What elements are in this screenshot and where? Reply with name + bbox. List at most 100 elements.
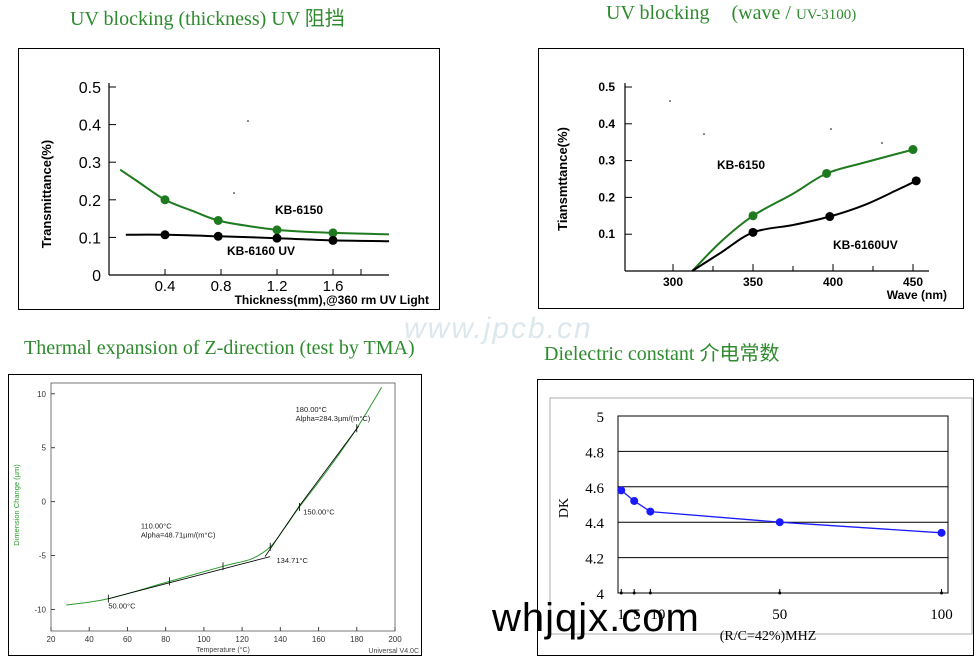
- heading-uv-wave-model: UV-3100): [795, 7, 857, 23]
- y-tick-label: 4.4: [585, 516, 604, 532]
- x-tick-label: 160: [312, 635, 326, 644]
- speck: [703, 133, 705, 135]
- y-tick-label: 0: [92, 268, 101, 285]
- speck: [233, 192, 235, 194]
- data-point: [328, 228, 338, 238]
- x-tick-dot: [648, 591, 652, 595]
- tma-annotation: 180.00°C: [296, 405, 328, 414]
- x-axis-label: Thickness(mm),@360 rm UV Light: [235, 293, 429, 307]
- x-axis-label: (R/C=42%)MHZ: [720, 629, 817, 644]
- plot-area: [617, 415, 949, 594]
- x-tick-label: 450: [903, 275, 923, 289]
- tma-annotation: 150.00°C: [303, 508, 335, 517]
- y-tick-label: 0.3: [598, 154, 615, 168]
- y-tick-label: 4.6: [585, 481, 604, 497]
- heading-uv-wave: UV blocking (wave / UV-3100): [606, 2, 856, 25]
- x-tick-dot: [778, 591, 782, 595]
- x-tick-dot: [940, 591, 944, 595]
- x-tick-label: 5: [633, 607, 641, 623]
- x-tick-label: 60: [123, 635, 132, 644]
- y-tick-label: -10: [34, 605, 46, 614]
- heading-dielectric: Dielectric constant 介电常数: [544, 343, 780, 365]
- speck: [830, 128, 832, 130]
- y-axis-label: Tiansmttance(%): [555, 127, 570, 231]
- tma-annotation: Alpha=48.71µm/(m°C): [141, 531, 216, 540]
- data-point: [617, 486, 626, 495]
- x-tick-label: 0.4: [155, 278, 176, 295]
- x-tick-label: 1: [617, 607, 625, 623]
- data-point: [213, 231, 223, 241]
- x-tick-label: 350: [743, 275, 763, 289]
- speck: [247, 120, 249, 122]
- tma-annotation: 110.00°C: [141, 522, 172, 531]
- data-point: [748, 211, 758, 221]
- y-tick-label: 0.2: [598, 190, 615, 204]
- x-tick-dot: [632, 591, 636, 595]
- data-point: [775, 518, 784, 527]
- heading-uv-wave-sub: (wave /: [731, 2, 796, 24]
- data-point: [272, 225, 282, 235]
- data-point: [937, 528, 946, 537]
- x-tick-dot: [619, 591, 623, 595]
- series-label-kb6160uv: KB-6160UV: [833, 238, 898, 252]
- y-tick-label: 4.2: [585, 552, 604, 568]
- x-tick-label: 100: [197, 635, 211, 644]
- data-point: [213, 215, 223, 225]
- brand-overlay: whjqjx.com: [492, 596, 700, 640]
- x-tick-label: 80: [161, 635, 170, 644]
- heading-uv-thickness: UV blocking (thickness) UV 阻挡: [70, 8, 345, 30]
- series-label-kb6150: KB-6150: [717, 158, 765, 172]
- tma-annotation: Alpha=284.3µm/(m°C): [296, 414, 371, 423]
- x-tick-label: 40: [85, 635, 94, 644]
- y-tick-label: 0.2: [79, 193, 101, 210]
- y-axis-label: Dimension Change (µm): [12, 464, 21, 546]
- x-tick-label: 0.8: [211, 278, 232, 295]
- data-point: [160, 195, 170, 205]
- speck: [669, 100, 671, 102]
- x-tick-label: 180: [350, 635, 364, 644]
- data-point: [630, 496, 639, 505]
- heading-uv-wave-main: UV blocking: [606, 2, 710, 24]
- y-tick-label: 5: [42, 444, 47, 453]
- x-tick-label: 140: [274, 635, 288, 644]
- panel-dk-chart: 4 4.2 4.4 4.6 4.8 5 1 5 10 50 100 (R/C=42%)MHZ DK: [537, 379, 974, 656]
- tma-chart: -10 -5 0 5 10 20 40 60 80 100 120 140 160 180 200 Tempe…: [12, 382, 419, 655]
- x-tick-label: 50: [772, 607, 787, 623]
- y-tick-label: 0.4: [598, 117, 615, 131]
- y-axis-label: DK: [557, 498, 572, 518]
- plot-frame: [50, 382, 396, 632]
- y-tick-label: 0: [42, 498, 47, 507]
- x-tick-label: 300: [663, 275, 683, 289]
- data-point: [822, 168, 832, 178]
- data-point: [825, 212, 835, 222]
- series-label-kb6150: KB-6150: [275, 203, 323, 217]
- panel-thickness-chart: 0 0.1 0.2 0.3 0.4 0.5 0.4 0.8 1.2 1.6 Thickness(mm…: [18, 48, 440, 310]
- y-axis-label: Transmittance(%): [39, 140, 54, 248]
- y-tick-label: -5: [39, 552, 47, 561]
- panel-wave-chart: 0.1 0.2 0.3 0.4 0.5 300 350 400 450 Wave (nm) Tian…: [538, 48, 964, 309]
- tma-annotation: 50.00°C: [108, 601, 136, 610]
- tma-annotation: 134.71°C: [277, 556, 309, 565]
- x-tick-label: 100: [930, 607, 953, 623]
- series-line-kb6160uv: [691, 179, 917, 272]
- data-point: [748, 227, 758, 237]
- y-tick-label: 0.3: [79, 155, 101, 172]
- speck: [881, 142, 883, 144]
- y-tick-label: 0.4: [79, 118, 101, 135]
- x-tick-label: 1.6: [323, 278, 344, 295]
- data-point: [272, 233, 282, 243]
- data-point: [328, 235, 338, 245]
- series-line-kb6150: [119, 168, 390, 236]
- y-tick-label: 0.5: [598, 80, 615, 94]
- x-axis-label: Temperature (°C): [196, 646, 250, 654]
- x-tick-label: 120: [235, 635, 249, 644]
- thickness-chart: 0 0.1 0.2 0.3 0.4 0.5 0.4 0.8 1.2 1.6Thickness(mm…: [39, 80, 429, 307]
- y-tick-label: 0.5: [79, 80, 101, 97]
- x-tick-label: 400: [823, 275, 843, 289]
- watermark: www.jpcb.cn: [404, 312, 593, 345]
- x-tick-label: 1.2: [267, 278, 288, 295]
- y-tick-label: 4: [597, 587, 605, 603]
- x-tick-label: 10: [650, 607, 665, 623]
- y-tick-label: 0.1: [79, 230, 101, 247]
